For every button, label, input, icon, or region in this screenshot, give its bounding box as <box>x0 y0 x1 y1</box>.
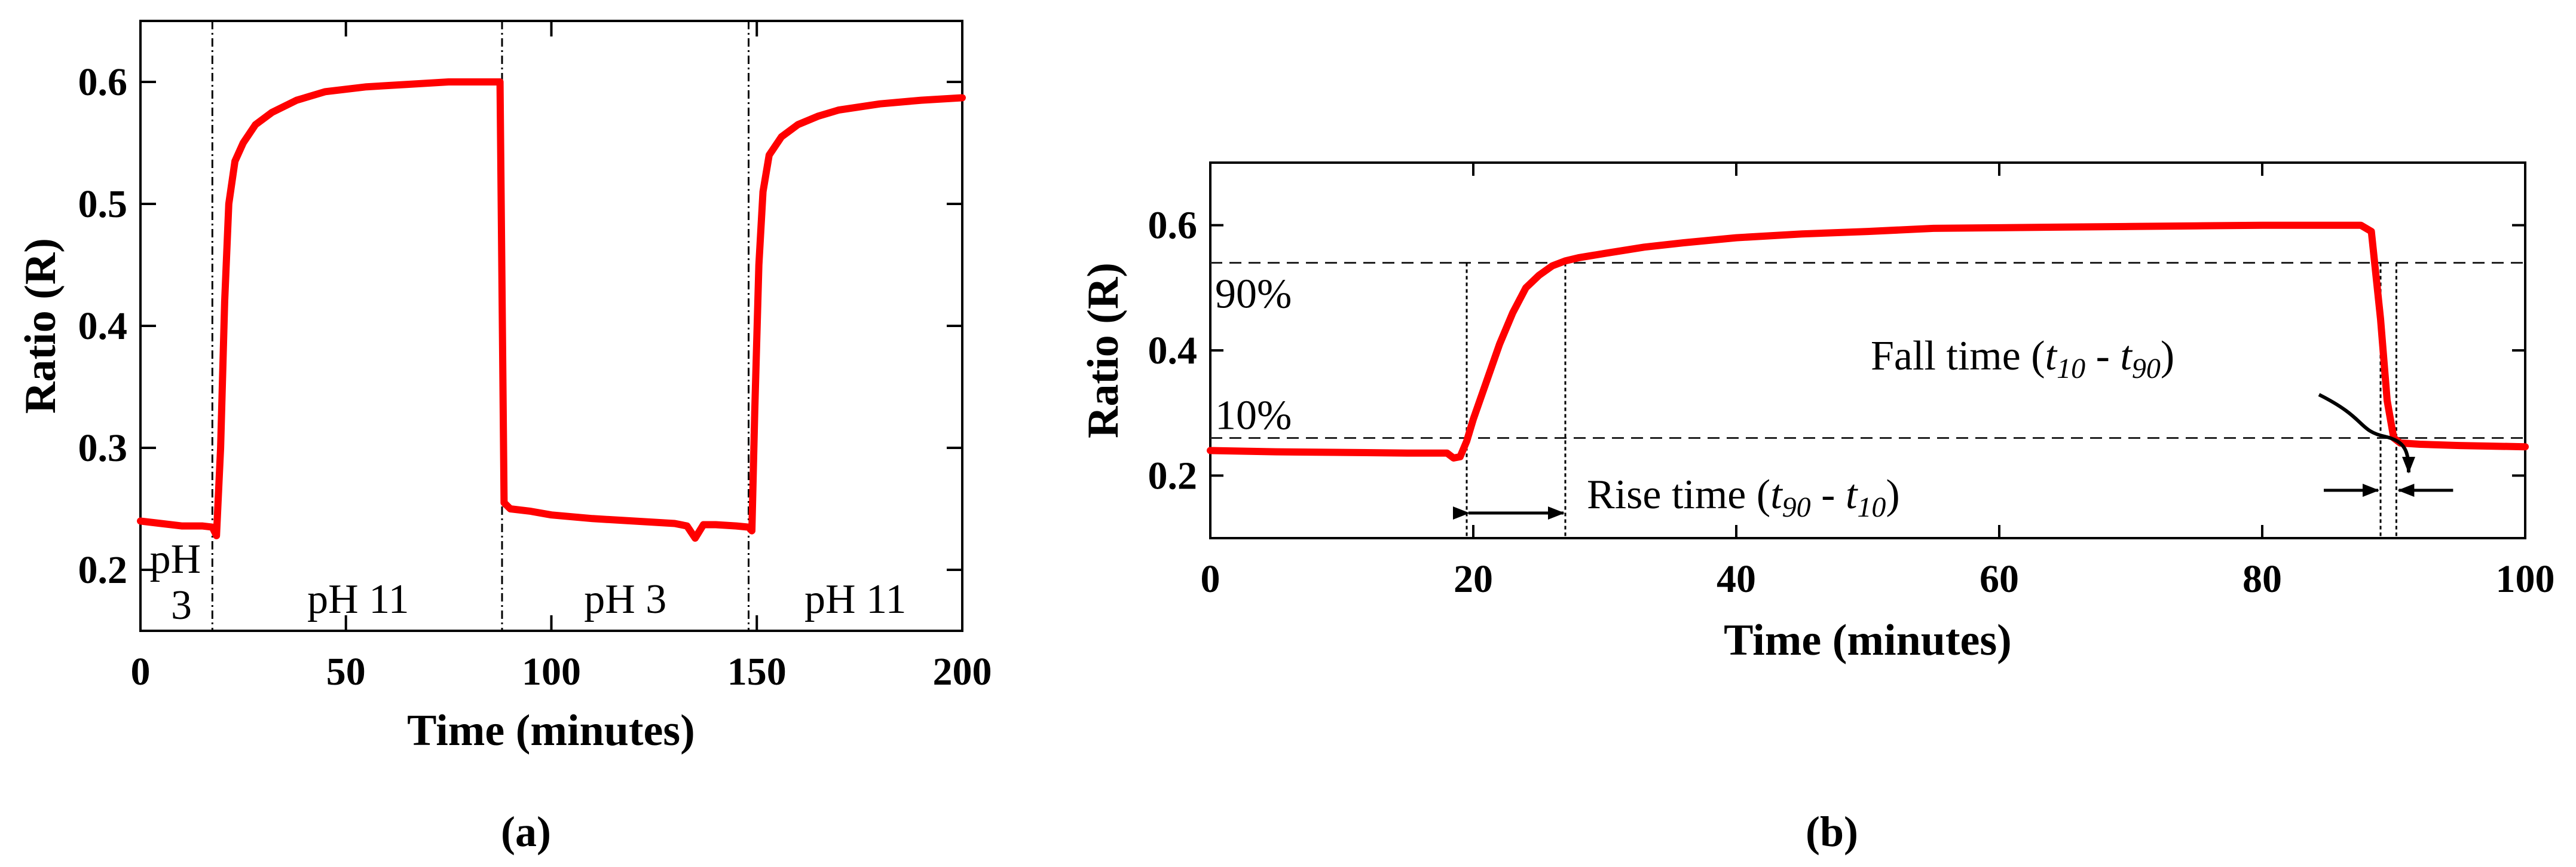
x-tick-label: 0 <box>1201 557 1220 601</box>
reference-label: 90% <box>1215 271 1292 317</box>
x-tick-label: 40 <box>1717 557 1756 601</box>
fall-time-curved-arrow <box>2318 393 2415 474</box>
chart-b-series-ratio <box>1207 221 2529 462</box>
y-tick-label: 0.2 <box>78 548 128 592</box>
rise-time-label: Rise time (t90 - t10) <box>1587 472 1900 523</box>
y-tick-label: 0.6 <box>78 60 128 104</box>
chart-b-x-axis-label: Time (minutes) <box>1724 616 2012 665</box>
x-tick-label: 200 <box>933 650 992 694</box>
chart-a-x-axis-label: Time (minutes) <box>407 706 695 755</box>
chart-b-x-tick-labels: 0 20 40 60 80 100 <box>1201 557 2555 601</box>
chart-a-phase-labels: pH3 pH 11 pH 3 pH 11 <box>150 536 907 628</box>
x-tick-label: 0 <box>131 650 151 694</box>
phase-label: pH 11 <box>804 576 906 622</box>
chart-b-plot-frame <box>1209 161 2526 539</box>
chart-a-series-ratio <box>137 78 966 542</box>
reference-label: 10% <box>1215 393 1292 439</box>
x-tick-label: 80 <box>2242 557 2282 601</box>
y-tick-label: 0.6 <box>1148 204 1198 248</box>
chart-a-phase-lines <box>211 21 749 631</box>
panel-label-a: (a) <box>501 808 551 856</box>
chart-a-y-axis-label: Ratio (R) <box>16 238 65 414</box>
phase-label: pH 3 <box>584 576 666 622</box>
chart-b-reference-labels: 90% 10% <box>1215 271 1292 438</box>
chart-b-y-axis-label: Ratio (R) <box>1079 262 1128 438</box>
x-tick-label: 20 <box>1454 557 1493 601</box>
chart-b: 90% 10% Rise time (t90 - t10) Fall time (… <box>1079 161 2555 856</box>
x-tick-label: 100 <box>522 650 581 694</box>
y-tick-label: 0.4 <box>78 304 128 348</box>
phase-label: pH <box>150 536 201 582</box>
y-tick-label: 0.5 <box>78 182 128 226</box>
x-tick-label: 150 <box>727 650 787 694</box>
panel-label-b: (b) <box>1806 808 1858 856</box>
fall-time-label: Fall time (t10 - t90) <box>1871 333 2174 384</box>
x-tick-label: 100 <box>2496 557 2555 601</box>
phase-label: pH 11 <box>307 576 409 622</box>
y-tick-label: 0.2 <box>1148 454 1198 497</box>
chart-b-reference-lines <box>1210 261 2525 439</box>
phase-label: 3 <box>171 582 192 628</box>
chart-a-x-tick-labels: 0 50 100 150 200 <box>131 650 992 694</box>
chart-a: pH3 pH 11 pH 3 pH 11 0 50 100 150 200 0.2 0.3 0.4… <box>16 20 992 856</box>
y-tick-label: 0.4 <box>1148 329 1198 373</box>
chart-b-y-tick-labels: 0.2 0.4 0.6 <box>1148 204 1198 498</box>
x-tick-label: 60 <box>1980 557 2019 601</box>
y-tick-label: 0.3 <box>78 426 128 470</box>
x-tick-label: 50 <box>326 650 366 694</box>
chart-b-ticks <box>1209 163 2526 538</box>
chart-a-ticks <box>139 21 963 631</box>
chart-a-y-tick-labels: 0.2 0.3 0.4 0.5 0.6 <box>78 60 128 592</box>
